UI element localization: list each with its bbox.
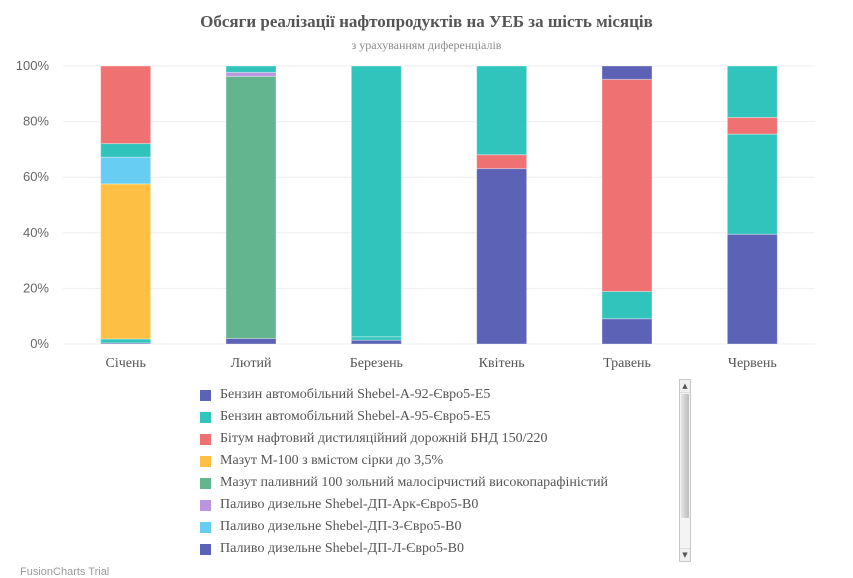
x-tick-label: Лютий xyxy=(231,356,272,371)
legend-swatch-icon xyxy=(200,521,211,533)
bar-segment[interactable] xyxy=(726,233,778,345)
legend-label: Мазут паливний 100 зольний малосірчистий… xyxy=(220,475,609,490)
legend-swatch-icon xyxy=(200,433,211,445)
bar-segment[interactable] xyxy=(476,65,528,156)
scrollbar-thumb[interactable] xyxy=(681,394,689,518)
chart-subtitle: з урахуванням диференціалів xyxy=(351,38,502,52)
legend-label: Мазут М-100 з вмістом сірки до 3,5% xyxy=(220,453,444,468)
bar-segment[interactable] xyxy=(726,116,778,135)
bar-segment[interactable] xyxy=(100,65,152,145)
chart-canvas: 0% 20% 40% 60% 80% 100% Січень Лютий Березень Кв… xyxy=(16,58,815,371)
bar-segment[interactable] xyxy=(225,75,277,339)
legend-item[interactable]: Паливо дизельне Shebel-ДП-Л-Євро5-В0 xyxy=(200,538,464,560)
bar-segment[interactable] xyxy=(350,65,402,338)
legend-swatch-icon xyxy=(200,455,211,467)
x-tick-label: Березень xyxy=(350,356,403,371)
grid-lines xyxy=(63,65,815,345)
legend-scrollbar[interactable]: ▲ ▼ xyxy=(679,379,691,562)
bar-segment[interactable] xyxy=(601,318,653,345)
bar-segment[interactable] xyxy=(100,143,152,158)
bar-segment[interactable] xyxy=(726,133,778,235)
legend-label: Паливо дизельне Shebel-ДП-Арк-Євро5-В0 xyxy=(220,497,479,512)
legend-swatch-icon xyxy=(200,499,211,511)
bar-segment[interactable] xyxy=(476,168,528,345)
bar-segment[interactable] xyxy=(601,78,653,292)
bar-stack-4 xyxy=(476,65,528,345)
legend-swatch-icon xyxy=(200,411,211,423)
legend-item[interactable]: Паливо дизельне Shebel-ДП-Арк-Євро5-В0 xyxy=(200,494,478,516)
bar-segment[interactable] xyxy=(350,336,402,341)
scroll-down-arrow-icon[interactable]: ▼ xyxy=(680,548,690,561)
legend: Бензин автомобільний Shebel-А-92-Євро5-Е… xyxy=(196,380,692,564)
legend-item[interactable]: Паливо дизельне Shebel-ДП-З-Євро5-В0 xyxy=(200,516,462,538)
bar-stack-3 xyxy=(350,65,402,345)
legend-label: Бензин автомобільний Shebel-А-92-Євро5-Е… xyxy=(220,387,491,402)
bar-segment[interactable] xyxy=(601,65,653,80)
bar-segment[interactable] xyxy=(726,65,778,118)
legend-label: Бензин автомобільний Shebel-А-95-Євро5-Е… xyxy=(220,409,491,424)
y-tick-label: 80% xyxy=(23,114,49,129)
bar-segment[interactable] xyxy=(100,183,152,340)
legend-item[interactable]: Мазут паливний 100 зольний малосірчистий… xyxy=(200,472,608,494)
bar-segment[interactable] xyxy=(476,154,528,170)
y-axis: 0% 20% 40% 60% 80% 100% xyxy=(16,58,50,351)
chart-title: Обсяги реалізації нафтопродуктів на УЕБ … xyxy=(200,12,653,31)
bar-segment[interactable] xyxy=(225,71,277,77)
legend-item[interactable]: Бітум нафтовий дистиляційний дорожній БН… xyxy=(200,428,547,450)
legend-item[interactable]: Бензин автомобільний Shebel-А-92-Євро5-Е… xyxy=(200,384,490,406)
bar-segment[interactable] xyxy=(225,337,277,345)
y-tick-label: 60% xyxy=(23,169,49,184)
bar-segment[interactable] xyxy=(100,156,152,185)
bar-stack-6 xyxy=(726,65,778,345)
x-tick-label: Червень xyxy=(728,356,777,371)
legend-item[interactable]: Мазут М-100 з вмістом сірки до 3,5% xyxy=(200,450,443,472)
x-tick-label: Січень xyxy=(105,356,145,371)
legend-swatch-icon xyxy=(200,477,211,489)
legend-item[interactable]: Бензин автомобільний Shebel-А-95-Євро5-Е… xyxy=(200,406,490,428)
legend-swatch-icon xyxy=(200,543,211,555)
x-axis: Січень Лютий Березень Квітень Травень Червень xyxy=(105,356,776,371)
bar-stack-5 xyxy=(601,65,653,345)
legend-label: Паливо дизельне Shebel-ДП-Л-Євро5-В0 xyxy=(220,541,464,556)
bar-segment[interactable] xyxy=(601,290,653,320)
legend-label: Бітум нафтовий дистиляційний дорожній БН… xyxy=(220,431,548,446)
bar-stack-1 xyxy=(100,65,152,345)
y-tick-label: 100% xyxy=(16,58,50,73)
x-tick-label: Травень xyxy=(603,356,651,371)
x-tick-label: Квітень xyxy=(479,356,525,371)
y-tick-label: 40% xyxy=(23,225,49,240)
bar-segment[interactable] xyxy=(350,339,402,345)
legend-label: Паливо дизельне Shebel-ДП-З-Євро5-В0 xyxy=(220,519,462,534)
y-tick-label: 20% xyxy=(23,280,49,295)
bar-stacks xyxy=(100,65,778,345)
y-tick-label: 0% xyxy=(30,336,49,351)
scroll-up-arrow-icon[interactable]: ▲ xyxy=(680,380,690,393)
bar-stack-2 xyxy=(225,65,277,345)
bar-segment[interactable] xyxy=(100,338,152,344)
credits-label[interactable]: FusionCharts Trial xyxy=(20,566,110,578)
legend-swatch-icon xyxy=(200,389,211,401)
bar-segment[interactable] xyxy=(225,65,277,73)
